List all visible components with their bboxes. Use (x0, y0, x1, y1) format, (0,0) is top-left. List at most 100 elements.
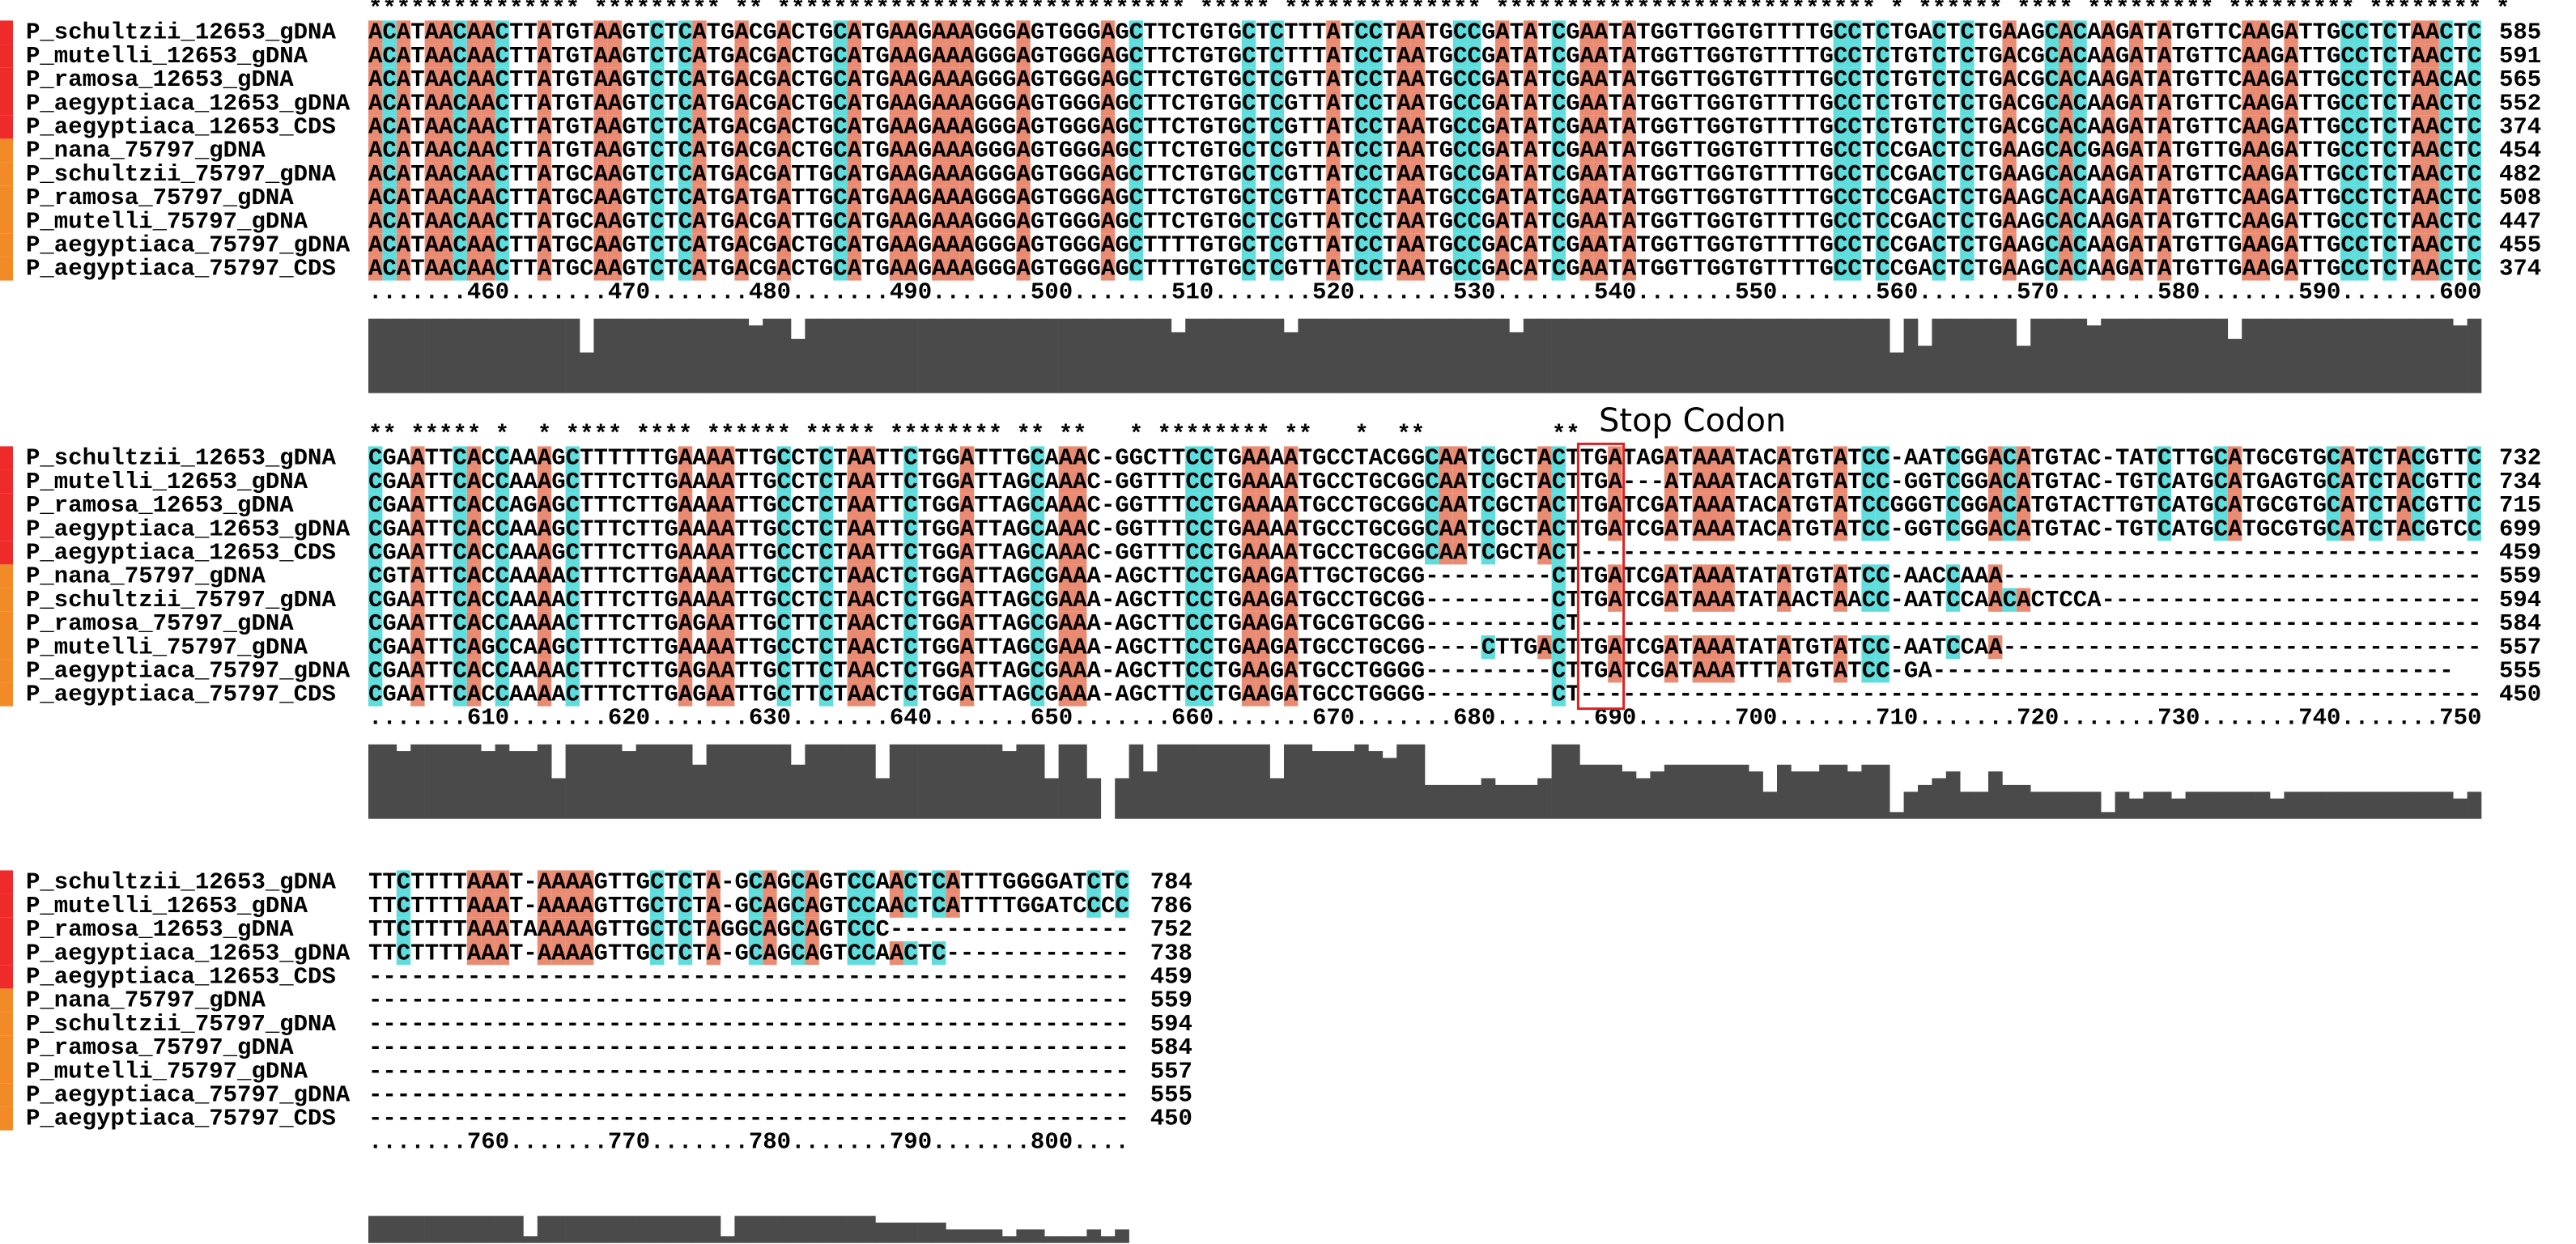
base-highlight (1100, 67, 1116, 91)
conservation-bar (565, 1216, 580, 1243)
conservation-bar (1622, 771, 1637, 819)
base-highlight (2129, 91, 2144, 116)
base-highlight (1861, 517, 1876, 541)
base-highlight (1326, 91, 1341, 116)
sequence: ACATAACAACTTATGCAAGTCTCATGATGATTGCATGAAG… (368, 185, 2481, 211)
base-highlight (2072, 44, 2087, 68)
base-highlight (565, 493, 580, 517)
base-highlight (1241, 185, 1256, 210)
base-highlight (1833, 210, 1847, 234)
conservation-bar (2030, 792, 2045, 819)
base-highlight (776, 20, 791, 45)
base-highlight (1720, 635, 1735, 660)
conservation-bar (1988, 318, 2003, 393)
base-highlight (1579, 44, 1594, 68)
base-highlight (1945, 517, 1961, 541)
base-highlight (678, 20, 693, 45)
base-highlight (1847, 233, 1862, 257)
base-highlight (2368, 469, 2383, 494)
base-highlight (2242, 233, 2256, 257)
base-highlight (861, 870, 876, 894)
sequence-name: P_aegyptiaca_75797_CDS (26, 256, 336, 282)
base-highlight (481, 257, 495, 281)
conservation-bar (875, 318, 891, 393)
base-highlight (1777, 517, 1792, 541)
base-highlight (678, 917, 693, 941)
base-highlight (2467, 91, 2481, 116)
conservation-bar (1918, 346, 1932, 393)
base-highlight (903, 635, 918, 660)
base-highlight (903, 469, 918, 494)
base-highlight (1622, 20, 1636, 45)
base-highlight (1833, 659, 1847, 683)
base-highlight (946, 257, 960, 281)
base-highlight (889, 870, 904, 894)
sequence-name: P_ramosa_12653_gDNA (26, 916, 294, 943)
base-highlight (776, 138, 791, 163)
base-highlight (368, 446, 383, 470)
conservation-bar (1284, 744, 1299, 819)
base-highlight (791, 870, 806, 894)
base-highlight (734, 44, 749, 68)
base-highlight (1495, 185, 1510, 210)
conservation-bar (2101, 812, 2115, 819)
base-highlight (847, 894, 861, 918)
base-highlight (903, 20, 918, 45)
base-highlight (1551, 611, 1566, 635)
base-highlight (2044, 257, 2059, 281)
base-highlight (1199, 564, 1214, 588)
base-highlight (805, 894, 819, 918)
base-highlight (776, 564, 791, 588)
base-highlight (1030, 493, 1045, 517)
base-highlight (903, 162, 918, 186)
sequence: CGAATTCACCAAAACTTTCTTGAAAATTGCCTCTAACTCT… (368, 587, 2481, 614)
base-highlight (847, 493, 861, 517)
base-highlight (1016, 91, 1031, 116)
base-highlight (678, 210, 693, 234)
conservation-bar (2059, 318, 2073, 393)
base-highlight (481, 91, 495, 116)
base-highlight (1439, 541, 1453, 565)
base-highlight (396, 894, 411, 918)
base-highlight (776, 635, 791, 660)
base-highlight (2059, 44, 2073, 68)
base-highlight (1326, 233, 1341, 257)
base-highlight (1692, 564, 1707, 588)
conservation-bar (2368, 792, 2383, 819)
base-highlight (1833, 233, 1847, 257)
base-highlight (2227, 469, 2242, 494)
base-highlight (1030, 659, 1045, 683)
base-highlight (481, 162, 495, 186)
base-highlight (593, 185, 608, 210)
base-highlight (1593, 162, 1609, 186)
base-highlight (2129, 20, 2144, 45)
base-highlight (1707, 564, 1721, 588)
conservation-bar (1960, 318, 1975, 393)
base-highlight (1847, 91, 1862, 116)
base-highlight (1875, 564, 1890, 588)
base-highlight (453, 517, 467, 541)
base-highlight (1030, 517, 1045, 541)
base-highlight (1269, 91, 1284, 116)
conservation-bar (2298, 792, 2313, 819)
base-highlight (959, 564, 975, 588)
base-highlight (537, 493, 552, 517)
base-highlight (2157, 233, 2172, 257)
base-highlight (1481, 517, 1495, 541)
base-highlight (776, 185, 791, 210)
conservation-bar (2396, 792, 2412, 819)
base-highlight (818, 682, 834, 707)
base-highlight (763, 941, 777, 966)
base-highlight (2072, 210, 2087, 234)
conservation-bar (650, 744, 665, 819)
base-highlight (2072, 233, 2087, 257)
base-highlight (1988, 635, 2003, 660)
base-highlight (466, 917, 482, 941)
base-highlight (776, 44, 791, 68)
conservation-bar (1495, 784, 1510, 819)
base-highlight (2411, 493, 2425, 517)
base-highlight (1199, 469, 1214, 494)
conservation-bar (974, 744, 988, 819)
conservation-bar (466, 1216, 482, 1243)
base-highlight (495, 233, 509, 257)
